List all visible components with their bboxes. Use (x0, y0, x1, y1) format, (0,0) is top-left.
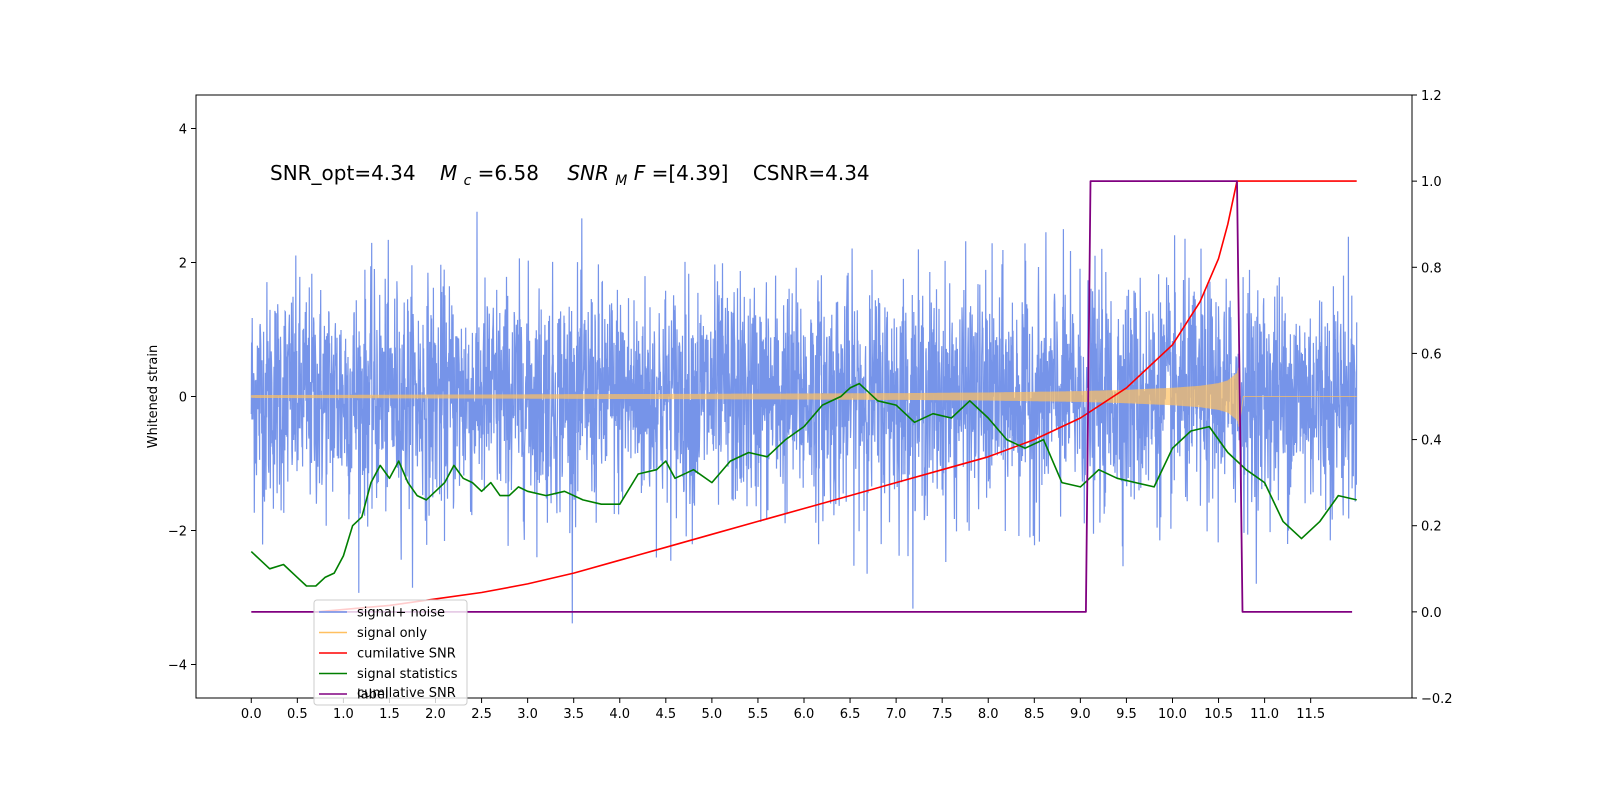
y-left-tick-label: 2 (179, 257, 187, 272)
x-tick-label: 2.5 (471, 707, 492, 722)
annotation-snr-value: =[4.39] (652, 161, 729, 185)
x-tick-label: 10.0 (1158, 707, 1187, 722)
y-axis-right: −0.2 0.0 0.2 0.4 0.6 0.8 1.0 1.2 (1412, 89, 1453, 707)
x-tick-label: 0.5 (287, 707, 308, 722)
x-tick-label: 2.0 (425, 707, 446, 722)
y-right-tick-label: 0.0 (1421, 606, 1442, 621)
cumulative-snr-line (315, 180, 1357, 613)
label-line (251, 180, 1353, 613)
x-tick-label: 1.0 (333, 707, 354, 722)
x-tick-label: 5.5 (748, 707, 769, 722)
y-right-tick-label: 0.4 (1421, 434, 1442, 449)
x-axis: 0.0 0.5 1.0 1.5 2.0 2.5 3.0 3.5 4.0 4.5 5.0 5.5 6.0 6… (241, 698, 1325, 722)
y-left-tick-label: −2 (168, 525, 187, 540)
x-tick-label: 5.0 (702, 707, 723, 722)
legend-box (313, 599, 468, 706)
annotation-snr-f: F (634, 161, 646, 185)
x-tick-label: 8.0 (978, 707, 999, 722)
legend-entry-label: label (357, 688, 388, 703)
legend: cumilative SNR signal+ noise signal only c… (313, 599, 468, 706)
legend-entry-label: signal only (357, 626, 427, 641)
x-tick-label: 11.5 (1296, 707, 1325, 722)
annotation-snr-opt: SNR_opt=4.34 (270, 161, 416, 185)
y-left-tick-label: 0 (179, 391, 187, 406)
y-right-tick-label: 0.2 (1421, 520, 1442, 535)
legend-entry-label: signal+ noise (357, 606, 445, 621)
y-right-tick-label: 1.2 (1421, 89, 1442, 104)
y-axis-left: −4 −2 0 2 4 (168, 123, 196, 674)
series-layer (250, 180, 1358, 624)
chart-annotation: SNR_opt=4.34 M c =6.58 SNR M F =[4.39] C… (270, 161, 870, 190)
x-tick-label: 7.0 (886, 707, 907, 722)
signal-noise-line (250, 211, 1358, 624)
y-left-tick-label: −4 (168, 659, 187, 674)
x-tick-label: 6.0 (794, 707, 815, 722)
x-tick-label: 4.5 (655, 707, 676, 722)
annotation-snr-subscript: M (615, 173, 627, 189)
annotation-mc-value: =6.58 (478, 161, 539, 185)
x-tick-label: 3.5 (563, 707, 584, 722)
x-tick-label: 4.0 (609, 707, 630, 722)
y-axis-label: Whitened strain (146, 345, 161, 448)
x-tick-label: 6.5 (840, 707, 861, 722)
legend-ghost-text: cumilative SNR (357, 686, 456, 701)
annotation-csnr: CSNR=4.34 (753, 161, 870, 185)
y-right-tick-label: 0.8 (1421, 261, 1442, 276)
x-tick-label: 11.0 (1250, 707, 1279, 722)
x-tick-label: 8.5 (1024, 707, 1045, 722)
annotation-mc-symbol: M (440, 161, 457, 185)
x-tick-label: 7.5 (932, 707, 953, 722)
signal-statistics-line (250, 382, 1357, 587)
x-tick-label: 1.5 (379, 707, 400, 722)
x-tick-label: 9.0 (1070, 707, 1091, 722)
x-tick-label: 10.5 (1204, 707, 1233, 722)
x-tick-label: 0.0 (241, 707, 262, 722)
annotation-mc-subscript: c (464, 173, 472, 189)
y-right-tick-label: −0.2 (1421, 692, 1453, 707)
legend-entry-label: signal statistics (357, 667, 458, 682)
y-right-tick-label: 0.6 (1421, 347, 1442, 362)
legend-entry-label: cumilative SNR (357, 647, 456, 662)
x-tick-label: 9.5 (1116, 707, 1137, 722)
y-left-tick-label: 4 (179, 123, 187, 138)
signal-only-line (250, 367, 1357, 427)
y-right-tick-label: 1.0 (1421, 175, 1442, 190)
annotation-snr-symbol: SNR (567, 161, 609, 185)
x-tick-label: 3.0 (517, 707, 538, 722)
